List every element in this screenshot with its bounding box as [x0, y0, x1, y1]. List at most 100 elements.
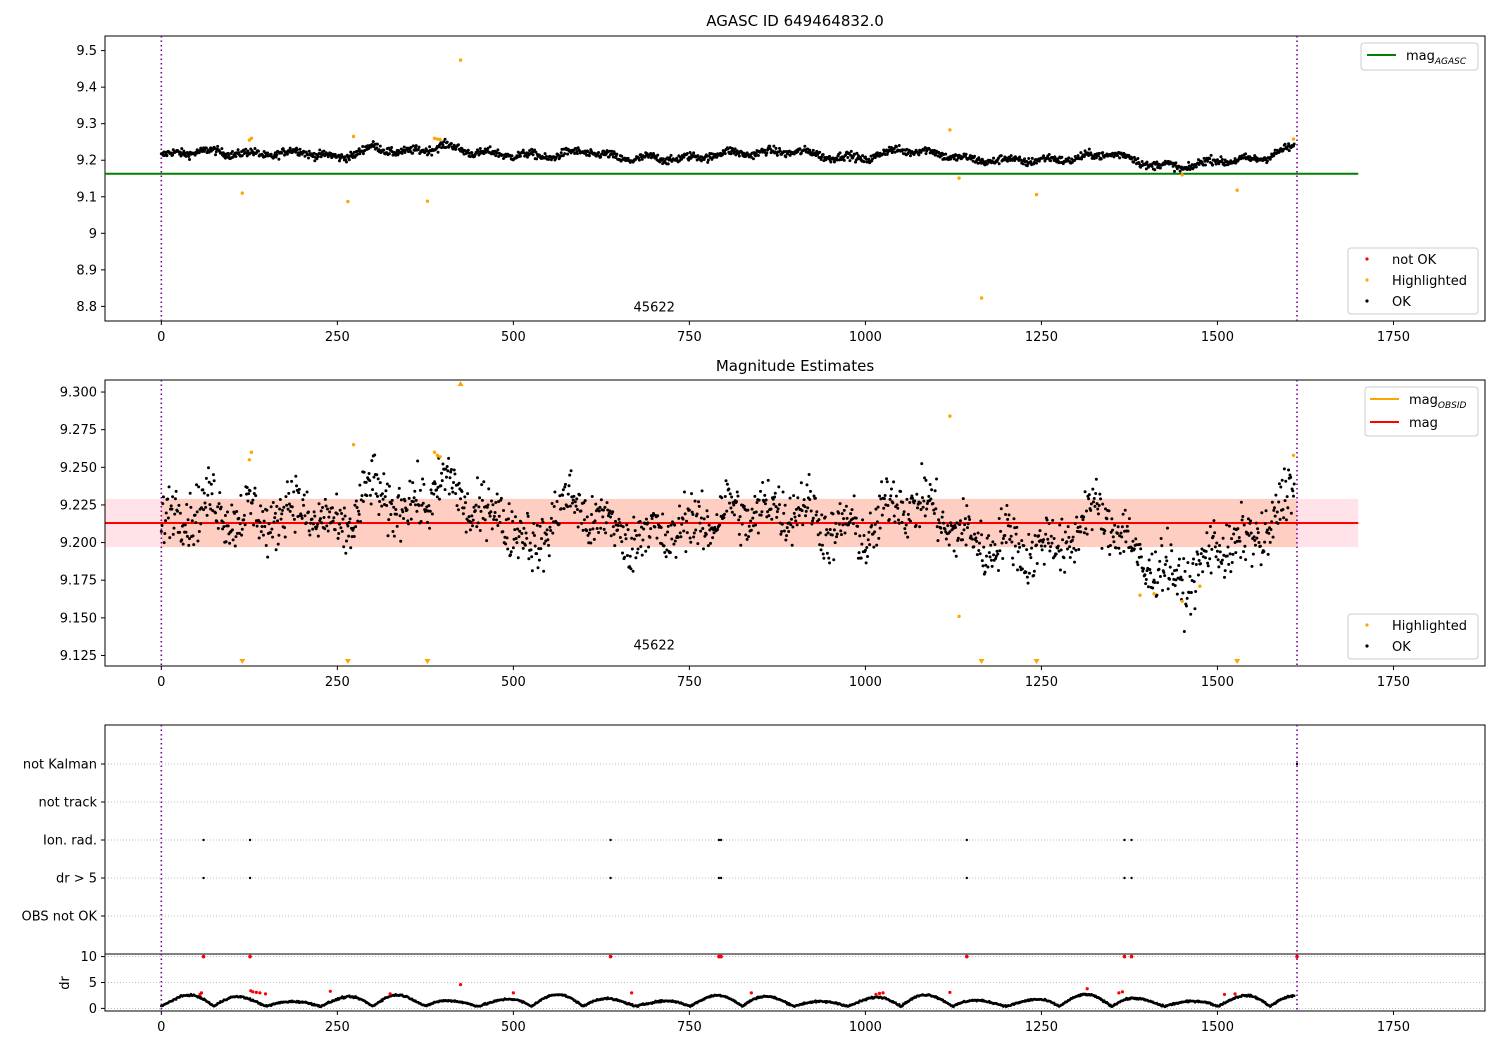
flag-point	[249, 839, 251, 841]
magnitude-ok-point	[911, 497, 914, 500]
magnitude-ok-point	[542, 570, 545, 573]
flag-point	[1123, 839, 1125, 841]
magnitude-ok-point	[1263, 541, 1266, 544]
agasc-ok-point	[738, 154, 741, 157]
magnitude-ok-point	[789, 497, 792, 500]
magnitude-ok-point	[453, 468, 456, 471]
magnitude-ok-point	[796, 496, 799, 499]
magnitude-ok-point	[989, 555, 992, 558]
magnitude-ok-point	[674, 540, 677, 543]
magnitude-ok-point	[362, 500, 365, 503]
magnitude-ok-point	[705, 509, 708, 512]
magnitude-ok-point	[446, 465, 449, 468]
magnitude-ok-point	[604, 531, 607, 534]
magnitude-ok-point	[1219, 550, 1222, 553]
magnitude-ok-point	[599, 527, 602, 530]
magnitude-ok-point	[166, 498, 169, 501]
magnitude-ok-point	[577, 525, 580, 528]
magnitude-ok-point	[758, 499, 761, 502]
magnitude-ok-point	[736, 495, 739, 498]
agasc-ok-point	[1077, 154, 1080, 157]
magnitude-ok-point	[638, 534, 641, 537]
magnitude-ok-point	[765, 498, 768, 501]
magnitude-ok-point	[804, 514, 807, 517]
magnitude-ok-point	[688, 509, 691, 512]
magnitude-ok-point	[1291, 489, 1294, 492]
magnitude-ok-point	[1017, 542, 1020, 545]
magnitude-ok-point	[761, 481, 764, 484]
magnitude-ok-point	[309, 522, 312, 525]
agasc-ok-point	[388, 152, 391, 155]
magnitude-ok-point	[1100, 547, 1103, 550]
magnitude-highlighted-point	[1181, 600, 1184, 603]
legend-mag-label: mag	[1409, 416, 1438, 431]
magnitude-ok-point	[1255, 537, 1258, 540]
magnitude-ok-point	[909, 520, 912, 523]
magnitude-ok-point	[879, 527, 882, 530]
magnitude-ok-point	[851, 508, 854, 511]
magnitude-ok-point	[196, 510, 199, 513]
magnitude-ok-point	[860, 543, 863, 546]
magnitude-ok-point	[1210, 572, 1213, 575]
magnitude-ok-point	[323, 527, 326, 530]
magnitude-ok-point	[824, 515, 827, 518]
magnitude-ok-point	[1020, 539, 1023, 542]
magnitude-ok-point	[877, 537, 880, 540]
magnitude-ok-point	[375, 473, 378, 476]
magnitude-ok-point	[525, 537, 528, 540]
legend-ok-marker	[1365, 299, 1368, 302]
magnitude-ok-point	[220, 506, 223, 509]
magnitude-ok-point	[814, 497, 817, 500]
magnitude-ok-point	[869, 512, 872, 515]
magnitude-highlighted-point	[250, 451, 253, 454]
magnitude-ok-point	[487, 503, 490, 506]
magnitude-ok-point	[867, 538, 870, 541]
magnitude-ok-point	[410, 518, 413, 521]
agasc-ok-point	[909, 154, 912, 157]
magnitude-ok-point	[568, 474, 571, 477]
magnitude-ok-point	[1205, 531, 1208, 534]
agasc-ok-point	[411, 152, 414, 155]
magnitude-ok-point	[478, 496, 481, 499]
magnitude-ok-point	[239, 494, 242, 497]
magnitude-ok-point	[1145, 578, 1148, 581]
magnitude-ok-point	[1240, 501, 1243, 504]
magnitude-ok-point	[365, 494, 368, 497]
magnitude-ok-point	[218, 502, 221, 505]
magnitude-ok-point	[624, 533, 627, 536]
agasc-y-tick-label: 9.2	[76, 154, 97, 169]
magnitude-ok-point	[1255, 522, 1258, 525]
magnitude-ok-point	[427, 504, 430, 507]
magnitude-ok-point	[997, 569, 1000, 572]
agasc-ok-point	[1031, 157, 1034, 160]
magnitude-ok-point	[168, 536, 171, 539]
magnitude-ok-point	[474, 509, 477, 512]
magnitude-ok-point	[1186, 597, 1189, 600]
magnitude-ok-point	[1229, 570, 1232, 573]
magnitude-obsid-annotation: 45622	[634, 638, 675, 653]
magnitude-ok-point	[265, 544, 268, 547]
magnitude-ok-point	[1010, 541, 1013, 544]
magnitude-ok-point	[709, 542, 712, 545]
magnitude-ok-point	[1225, 523, 1228, 526]
magnitude-ok-point	[532, 531, 535, 534]
agasc-ok-point	[1284, 143, 1287, 146]
magnitude-ok-point	[822, 553, 825, 556]
magnitude-ok-point	[1231, 553, 1234, 556]
magnitude-ok-point	[1115, 546, 1118, 549]
magnitude-ok-point	[1281, 479, 1284, 482]
magnitude-ok-point	[1188, 575, 1191, 578]
magnitude-ok-point	[1241, 515, 1244, 518]
magnitude-ok-point	[916, 506, 919, 509]
magnitude-ok-point	[1040, 544, 1043, 547]
magnitude-ok-point	[1293, 483, 1296, 486]
magnitude-ok-point	[646, 521, 649, 524]
magnitude-ok-point	[895, 495, 898, 498]
magnitude-ok-point	[1001, 542, 1004, 545]
magnitude-ok-point	[644, 550, 647, 553]
magnitude-ok-point	[800, 481, 803, 484]
agasc-point-legend: not OK Highlighted OK	[1348, 248, 1478, 314]
agasc-ok-point	[778, 147, 781, 150]
magnitude-ok-point	[908, 501, 911, 504]
magnitude-ok-point	[632, 516, 635, 519]
